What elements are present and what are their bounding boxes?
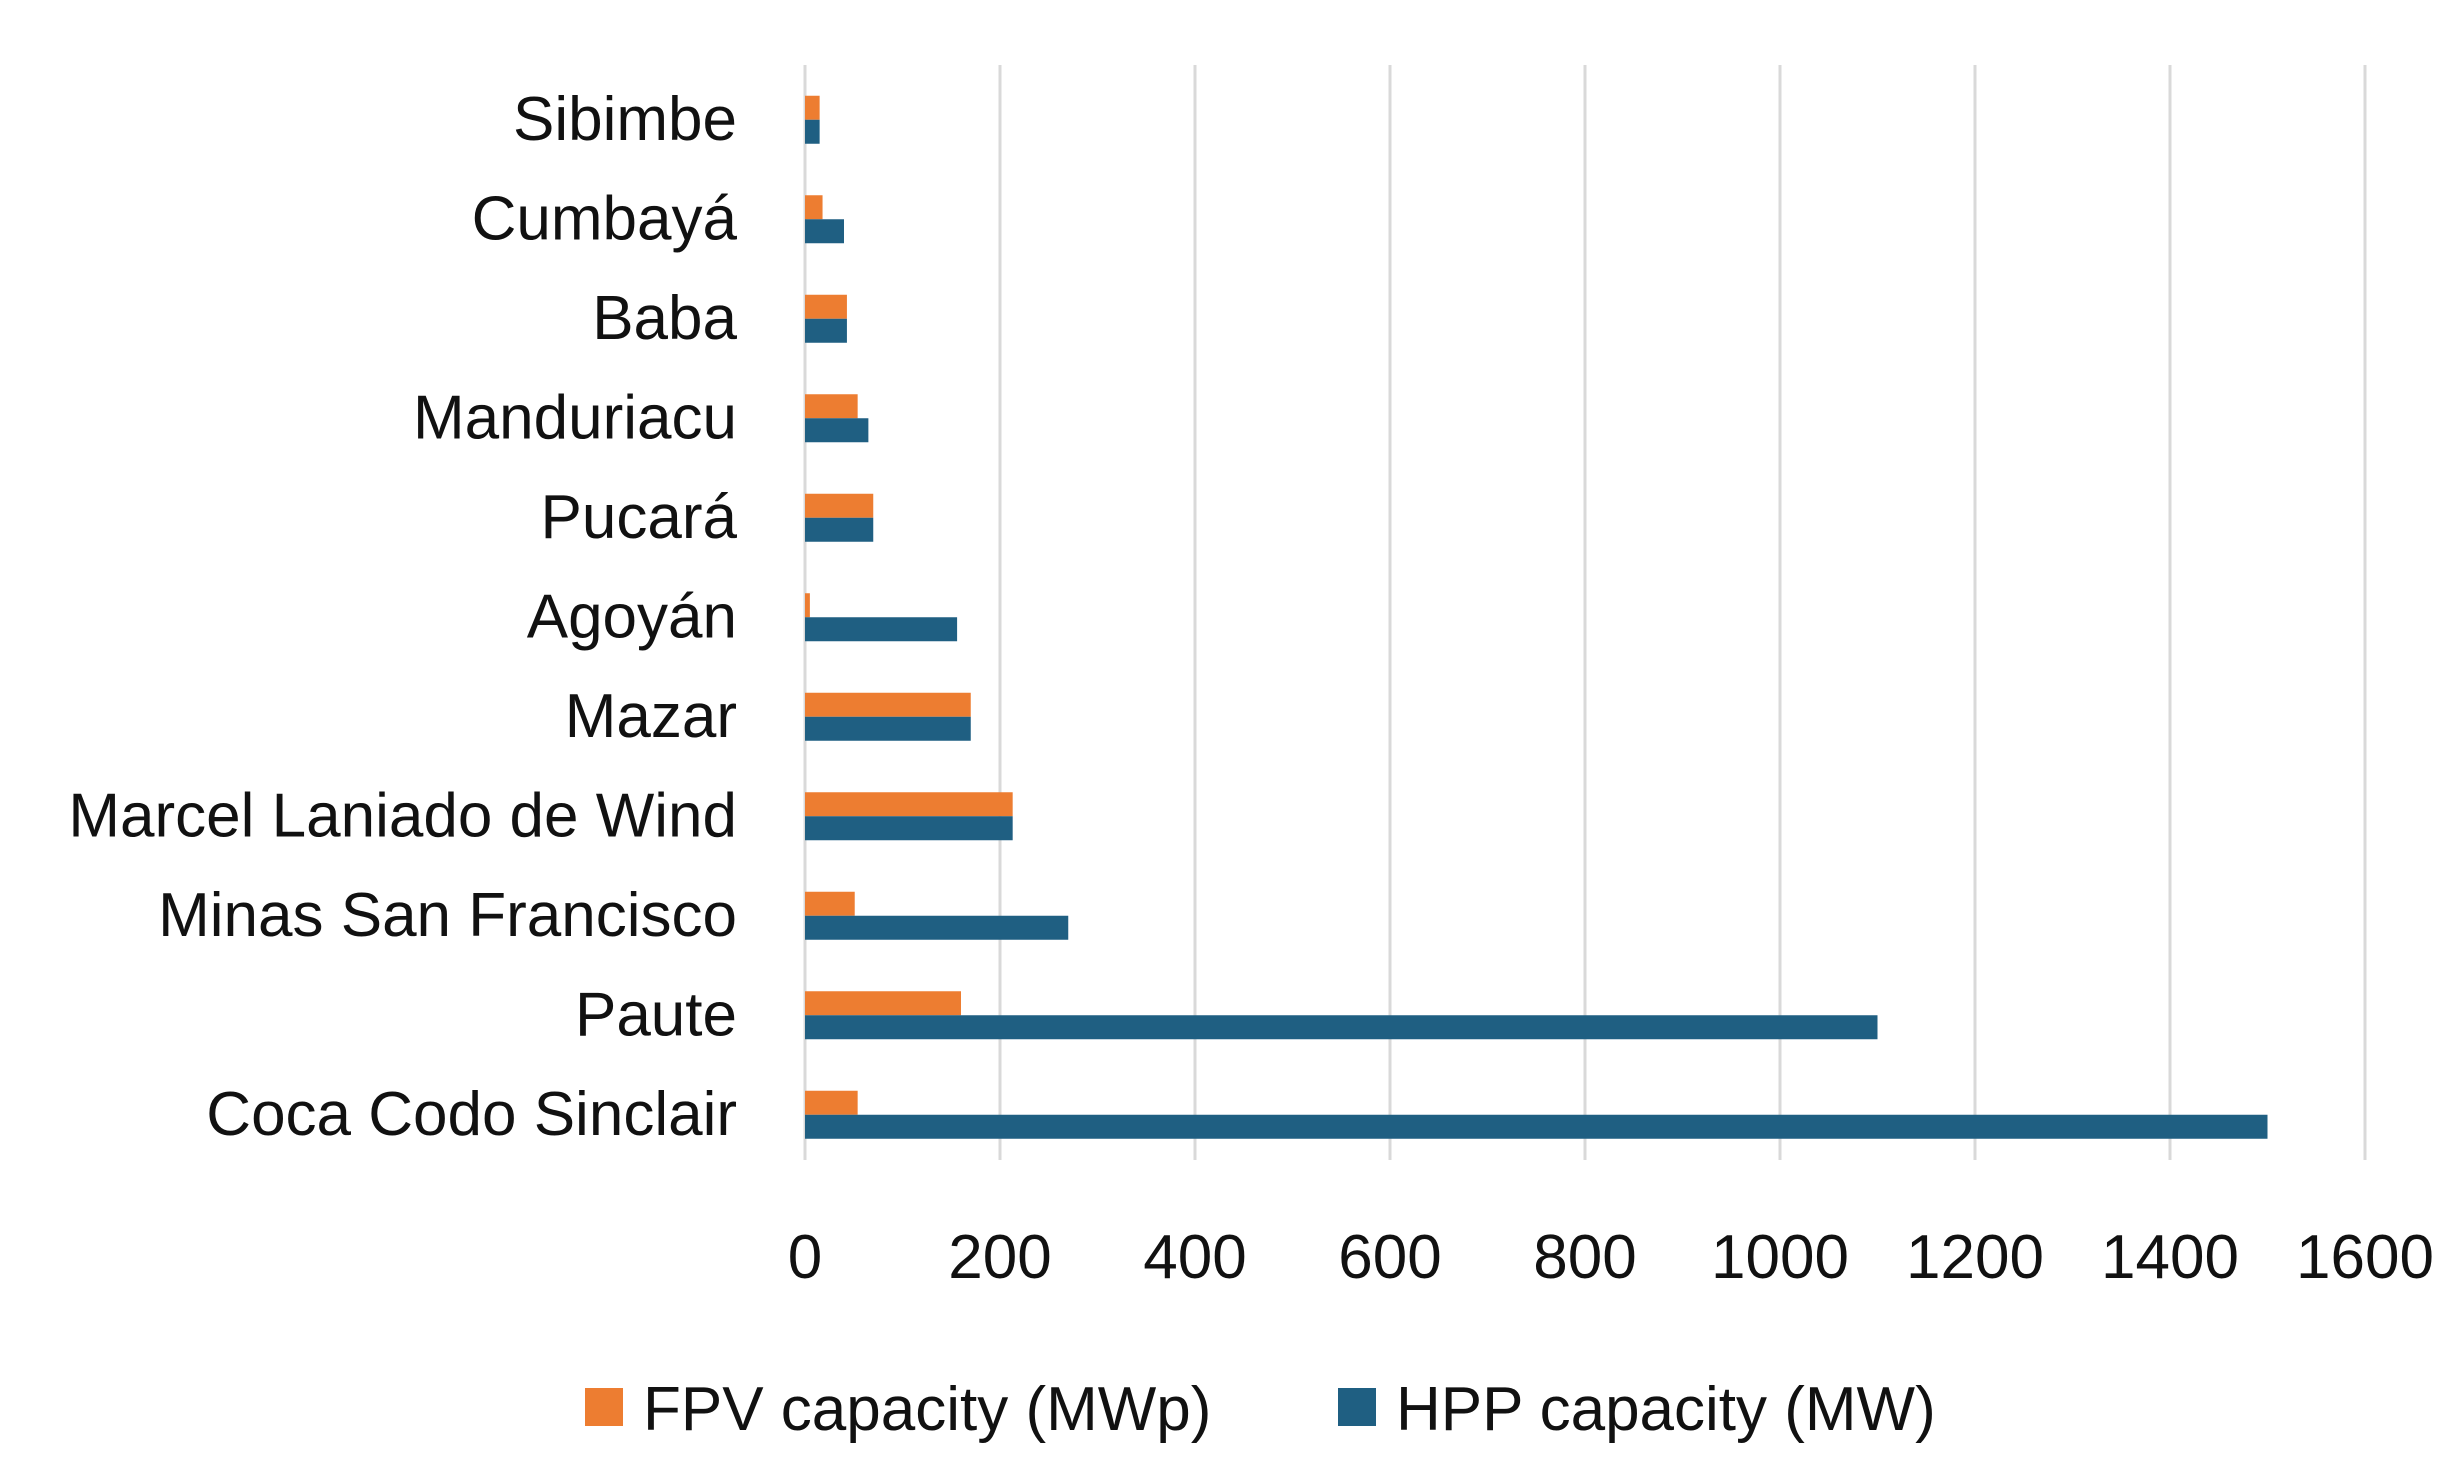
x-tick-label-0: 0 xyxy=(788,1223,822,1292)
legend-swatch-hpp xyxy=(1338,1388,1376,1426)
legend-swatch-fpv xyxy=(585,1388,623,1426)
bar-fpv-sibimbe xyxy=(805,95,820,120)
bar-fpv-baba xyxy=(805,294,847,319)
bar-hpp-paute xyxy=(805,1015,1878,1040)
category-label-cumbaya: Cumbayá xyxy=(472,184,738,253)
bar-hpp-minas-san-francisco xyxy=(805,915,1069,940)
bar-hpp-coca-codo-sinclair xyxy=(805,1114,2268,1139)
bars xyxy=(805,95,2268,1139)
gridlines xyxy=(998,65,2367,1160)
bar-fpv-mazar xyxy=(805,692,971,717)
x-tick-labels: 0 200 400 600 800 1000 1200 1400 1600 xyxy=(788,1223,2434,1292)
legend-label-hpp: HPP capacity (MW) xyxy=(1396,1375,1936,1444)
bar-hpp-pucara xyxy=(805,517,874,542)
bar-hpp-manduriacu xyxy=(805,418,869,443)
x-tick-label-400: 400 xyxy=(1143,1223,1246,1292)
category-label-agoyan: Agoyán xyxy=(527,582,737,651)
category-label-marcel-laniado-de-wind: Marcel Laniado de Wind xyxy=(68,781,737,850)
bar-hpp-agoyan xyxy=(805,617,958,642)
category-label-sibimbe: Sibimbe xyxy=(513,85,737,154)
x-tick-label-1000: 1000 xyxy=(1711,1223,1849,1292)
bar-fpv-agoyan xyxy=(805,593,810,618)
category-label-pucara: Pucará xyxy=(541,483,738,552)
bar-fpv-paute xyxy=(805,991,961,1016)
category-label-baba: Baba xyxy=(592,284,737,353)
bar-hpp-baba xyxy=(805,318,847,343)
bar-fpv-manduriacu xyxy=(805,394,858,419)
legend-label-fpv: FPV capacity (MWp) xyxy=(643,1375,1211,1444)
x-tick-label-1400: 1400 xyxy=(2101,1223,2239,1292)
category-label-paute: Paute xyxy=(575,980,737,1049)
bar-fpv-marcel-laniado-de-wind xyxy=(805,792,1013,817)
category-label-coca-codo-sinclair: Coca Codo Sinclair xyxy=(206,1080,737,1149)
bar-hpp-mazar xyxy=(805,716,971,741)
x-tick-label-1200: 1200 xyxy=(1906,1223,2044,1292)
bar-hpp-marcel-laniado-de-wind xyxy=(805,816,1013,841)
category-label-manduriacu: Manduriacu xyxy=(413,383,737,452)
x-tick-label-800: 800 xyxy=(1533,1223,1636,1292)
bar-fpv-cumbaya xyxy=(805,195,823,220)
bar-fpv-coca-codo-sinclair xyxy=(805,1090,858,1115)
category-label-minas-san-francisco: Minas San Francisco xyxy=(158,881,737,950)
bar-fpv-pucara xyxy=(805,493,874,518)
bar-hpp-cumbaya xyxy=(805,219,844,244)
bar-hpp-sibimbe xyxy=(805,119,820,144)
x-tick-label-600: 600 xyxy=(1338,1223,1441,1292)
bar-fpv-minas-san-francisco xyxy=(805,891,855,916)
category-label-mazar: Mazar xyxy=(565,682,737,751)
legend: FPV capacity (MWp) HPP capacity (MW) xyxy=(585,1375,1936,1444)
x-tick-label-200: 200 xyxy=(948,1223,1051,1292)
x-tick-label-1600: 1600 xyxy=(2296,1223,2434,1292)
category-labels: Sibimbe Cumbayá Baba Manduriacu Pucará Agoyán… xyxy=(68,85,737,1149)
